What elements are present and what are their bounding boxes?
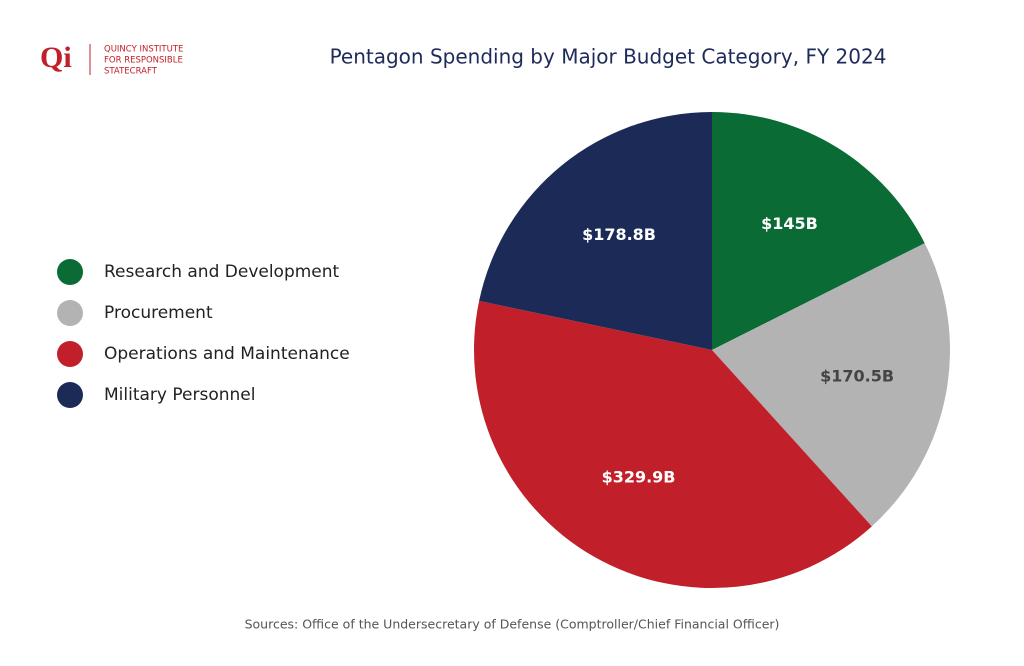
- value-label: $178.8B: [582, 225, 656, 244]
- legend-swatch: [57, 341, 83, 367]
- logo-text: STATECRAFT: [104, 67, 158, 77]
- legend-swatch: [57, 300, 83, 326]
- logo-mark: Qi: [40, 41, 72, 74]
- pie-slice: [712, 112, 925, 350]
- legend-label: Operations and Maintenance: [104, 344, 350, 364]
- legend-swatch: [57, 259, 83, 285]
- pie-slice: [479, 112, 712, 350]
- value-label: $329.9B: [602, 467, 676, 486]
- pie-slice: [712, 243, 950, 527]
- legend-label: Research and Development: [104, 262, 340, 282]
- logo-text: FOR RESPONSIBLE: [104, 56, 183, 66]
- legend-swatch: [57, 382, 83, 408]
- value-label: $145B: [761, 214, 818, 233]
- source-note: Sources: Office of the Undersecretary of…: [245, 617, 780, 632]
- legend-label: Procurement: [104, 303, 213, 323]
- legend-label: Military Personnel: [104, 385, 255, 405]
- pie-slice: [473, 300, 872, 589]
- logo-text: QUINCY INSTITUTE: [104, 45, 183, 55]
- value-label: $170.5B: [820, 367, 894, 386]
- chart-title: Pentagon Spending by Major Budget Catego…: [330, 45, 887, 69]
